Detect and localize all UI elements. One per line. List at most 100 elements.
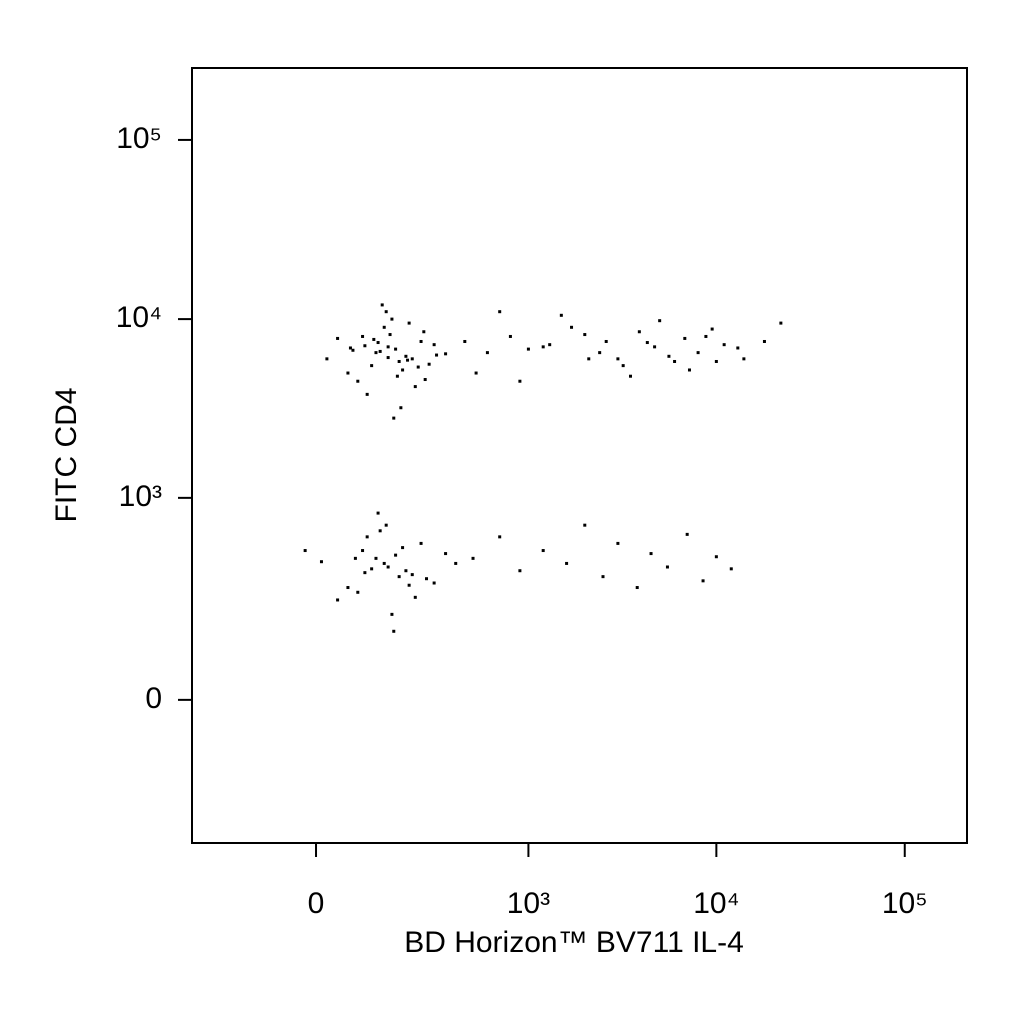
data-point [598,351,602,355]
data-point [583,523,587,527]
data-point [386,565,390,569]
data-point [710,327,714,331]
data-point [392,416,396,420]
data-point [498,535,502,539]
data-point [526,347,530,351]
data-point [621,364,625,368]
data-point [399,406,403,410]
data-point [628,374,632,378]
data-point [419,541,423,545]
data-point [463,339,467,343]
data-point [386,356,390,360]
data-point [518,569,522,573]
data-point [714,359,718,363]
data-point [390,317,394,321]
data-point [370,364,374,368]
data-point [653,345,657,349]
data-point [397,575,401,579]
data-point [363,344,367,348]
data-point [410,357,414,361]
data-point [376,341,380,345]
data-point [336,598,340,602]
data-point [616,541,620,545]
data-point [410,573,414,577]
data-point [673,359,677,363]
data-point [637,330,641,334]
data-point [346,586,350,590]
data-point [303,549,307,553]
y-tick-label: 10⁴ [116,301,162,334]
data-point [384,523,388,527]
x-tick-label: 10³ [507,887,550,920]
data-point [645,341,649,345]
data-point [416,365,420,369]
data-point [444,352,448,356]
data-point [380,303,384,307]
data-point [423,378,427,382]
data-point [370,567,374,571]
data-point [419,339,423,343]
data-point [348,346,352,350]
data-point [667,354,671,358]
data-point [658,319,662,323]
data-point [365,392,369,396]
data-point [541,549,545,553]
data-point [779,321,783,325]
data-point [762,339,766,343]
data-point [374,556,378,560]
data-point [390,612,394,616]
data-point [604,339,608,343]
data-point [394,347,398,351]
data-point [570,325,574,329]
data-point [384,310,388,314]
data-point [388,333,392,337]
data-point [736,346,740,350]
data-point [559,313,563,317]
data-point [444,552,448,556]
data-point [356,590,360,594]
data-point [616,357,620,361]
data-point [471,556,475,560]
data-point [649,552,653,556]
data-point [454,561,458,565]
data-point [394,553,398,557]
data-point [508,334,512,338]
y-tick-label: 10⁵ [116,122,162,155]
data-point [336,336,340,340]
data-point [372,337,376,341]
data-point [485,351,489,355]
x-tick-label: 0 [308,887,325,920]
y-tick-label: 10³ [119,480,162,513]
data-point [401,368,405,372]
data-point [635,586,639,590]
data-point [386,345,390,349]
data-point [407,321,411,325]
data-point [363,571,367,575]
data-point [378,349,382,353]
data-point [432,581,436,585]
data-point [435,353,439,357]
data-point [685,532,689,536]
data-point [432,343,436,347]
data-point [346,371,350,375]
data-point [722,343,726,347]
data-point [407,583,411,587]
data-point [518,379,522,383]
x-tick-label: 10⁴ [693,887,739,920]
data-point [406,358,410,362]
data-point [395,374,399,378]
data-point [498,310,502,314]
data-point [701,579,705,583]
data-point [365,535,369,539]
data-point [687,368,691,372]
data-point [378,529,382,533]
data-point [474,371,478,375]
data-point [361,549,365,553]
y-tick-label: 0 [145,682,162,715]
data-point [353,556,357,560]
data-point [704,334,708,338]
data-point [683,336,687,340]
data-point [382,561,386,565]
